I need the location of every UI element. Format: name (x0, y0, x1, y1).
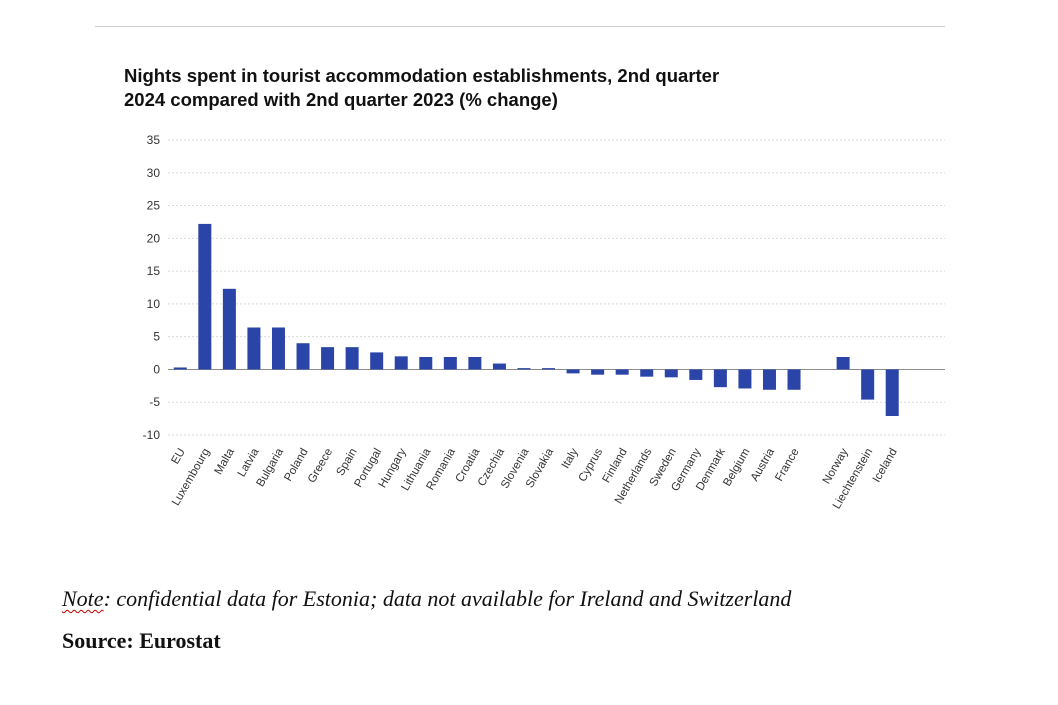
footnote-text: : confidential data for Estonia; data no… (103, 586, 792, 611)
gridlines (168, 139, 945, 436)
bar-portugal (370, 352, 384, 370)
bar-luxembourg (198, 223, 212, 370)
y-tick-label: 15 (147, 264, 161, 278)
source-line: Source: Eurostat (62, 628, 221, 653)
x-tick-label: France (773, 447, 801, 484)
x-tick-label: Greece (306, 447, 335, 486)
bar-norway (836, 356, 850, 370)
bar-belgium (738, 369, 752, 389)
footnote-lead: Note (62, 586, 104, 611)
x-tick-label: Spain (335, 447, 360, 478)
x-tick-label: Italy (560, 446, 581, 470)
bar-denmark (713, 369, 727, 388)
y-axis-tick-labels: -10 -5 0 5 10 15 20 25 30 35 (143, 133, 161, 442)
bar-czechia (492, 363, 506, 370)
y-tick-label: -10 (143, 428, 161, 442)
y-tick-label: 0 (153, 362, 160, 376)
bar-lithuania (419, 356, 433, 370)
bar-italy (566, 369, 580, 374)
y-tick-label: 35 (147, 133, 161, 147)
bar-germany (689, 369, 703, 380)
bar-liechtenstein (861, 369, 875, 400)
bar-sweden (664, 369, 678, 378)
bar-eu (173, 367, 187, 370)
y-tick-label: 10 (147, 297, 161, 311)
x-tick-label: EU (169, 447, 187, 467)
x-tick-label: Malta (213, 446, 238, 477)
bar-spain (345, 347, 359, 370)
bar-hungary (394, 356, 408, 370)
y-tick-label: 30 (147, 166, 161, 180)
x-tick-label: Iceland (871, 447, 900, 485)
top-divider (95, 26, 945, 27)
bar-croatia (468, 356, 482, 370)
bar-austria (762, 369, 776, 390)
y-tick-label: 20 (147, 231, 161, 245)
bar-malta (222, 288, 236, 370)
bar-cyprus (591, 369, 605, 375)
footnote: Note: confidential data for Estonia; dat… (62, 586, 791, 612)
bars (173, 223, 899, 416)
bar-france (787, 369, 801, 390)
x-tick-label: Latvia (236, 446, 262, 479)
y-tick-label: 25 (147, 199, 161, 213)
bar-slovenia (517, 368, 531, 370)
bar-iceland (885, 369, 899, 416)
bar-romania (443, 356, 457, 370)
bar-latvia (247, 327, 261, 370)
chart-title-line-1: Nights spent in tourist accommodation es… (124, 65, 720, 86)
bar-finland (615, 369, 629, 375)
bar-netherlands (640, 369, 654, 377)
bar-poland (296, 343, 310, 370)
chart-title-line-2: 2024 compared with 2nd quarter 2023 (% c… (124, 89, 558, 110)
bar-slovakia (542, 368, 556, 370)
y-tick-label: 5 (153, 330, 160, 344)
bar-bulgaria (271, 327, 285, 370)
bar-greece (321, 347, 335, 370)
chart-title: Nights spent in tourist accommodation es… (124, 64, 884, 112)
y-tick-label: -5 (149, 395, 160, 409)
